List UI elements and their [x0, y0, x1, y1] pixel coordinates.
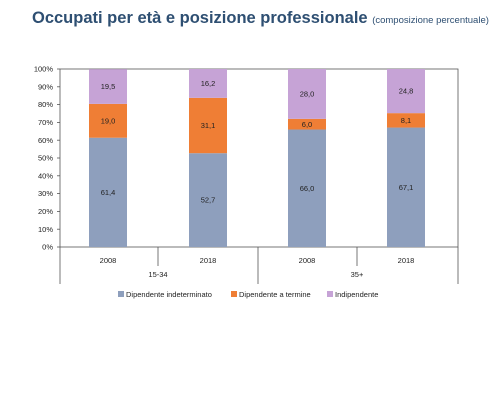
bar-segment [288, 118, 326, 130]
y-tick-label: 100% [34, 65, 54, 74]
bar-segment [89, 69, 127, 104]
data-label: 16,2 [201, 79, 216, 88]
data-label: 61,4 [101, 188, 116, 197]
chart-subtitle: (composizione percentuale) [372, 15, 489, 26]
data-label: 31,1 [201, 121, 216, 130]
data-label: 28,0 [300, 90, 315, 99]
legend-swatch [118, 291, 124, 297]
chart-bars: 61,4 19,0 19,5 52,7 31,1 16,2 66,0 6,0 28,0 67,1 8… [89, 69, 425, 247]
legend-label: Indipendente [335, 290, 378, 299]
bar-segment [189, 97, 227, 154]
x-group-label: 35+ [351, 270, 364, 279]
bar-segment [387, 127, 425, 247]
x-tick-label: 2018 [200, 256, 217, 265]
y-tick-label: 60% [38, 136, 53, 145]
data-label: 66,0 [300, 184, 315, 193]
bar-segment [189, 153, 227, 247]
x-tick-label: 2008 [299, 256, 316, 265]
y-tick-label: 70% [38, 118, 53, 127]
data-label: 8,1 [401, 116, 411, 125]
y-tick-label: 0% [42, 243, 53, 252]
chart-axes: 0% 10% 20% 30% 40% 50% 60% 70% 80% 90% 100% [34, 65, 459, 252]
y-tick-label: 90% [38, 82, 53, 91]
bar-segment [387, 69, 425, 114]
x-tick-label: 2008 [100, 256, 117, 265]
data-label: 52,7 [201, 196, 216, 205]
legend-swatch [327, 291, 333, 297]
bar-segment [189, 69, 227, 98]
y-tick-label: 50% [38, 154, 53, 163]
x-axis-labels: 2008 2018 2008 2018 15-34 35+ [59, 247, 459, 284]
bar-segment [288, 69, 326, 119]
y-tick-label: 40% [38, 171, 53, 180]
legend-swatch [231, 291, 237, 297]
y-tick-label: 20% [38, 207, 53, 216]
chart-title-text: Occupati per età e posizione professiona… [32, 9, 368, 27]
data-label: 67,1 [399, 183, 414, 192]
chart-title: Occupati per età e posizione professiona… [32, 9, 489, 28]
bar-segment [387, 113, 425, 128]
x-group-label: 15-34 [148, 270, 167, 279]
legend-label: Dipendente indeterminato [126, 290, 212, 299]
chart-legend: Dipendente indeterminato Dipendente a ter… [118, 290, 378, 299]
bar-segment [89, 103, 127, 138]
data-label: 24,8 [399, 87, 414, 96]
y-tick-label: 80% [38, 100, 53, 109]
y-tick-label: 10% [38, 225, 53, 234]
data-label: 19,5 [101, 82, 116, 91]
legend-label: Dipendente a termine [239, 290, 311, 299]
data-label: 19,0 [101, 116, 116, 125]
x-tick-label: 2018 [398, 256, 415, 265]
y-tick-label: 30% [38, 189, 53, 198]
bar-segment [288, 129, 326, 247]
bar-segment [89, 137, 127, 247]
data-label: 6,0 [302, 120, 312, 129]
